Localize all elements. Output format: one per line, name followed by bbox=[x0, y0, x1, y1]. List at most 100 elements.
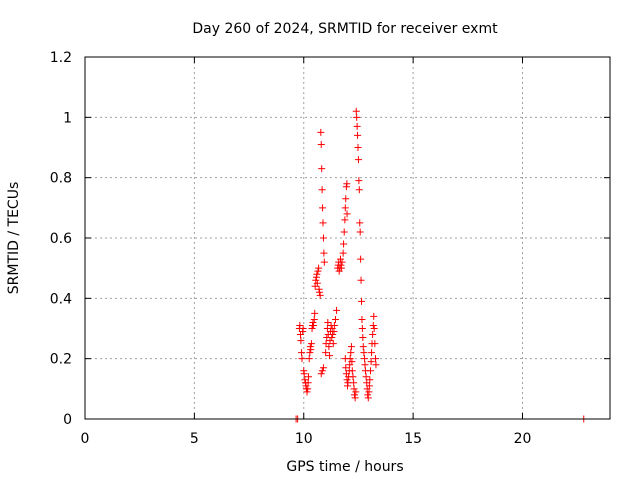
data-point bbox=[340, 240, 348, 248]
data-point bbox=[348, 358, 356, 366]
data-point bbox=[317, 370, 325, 378]
data-point bbox=[347, 343, 355, 351]
data-point bbox=[317, 128, 325, 136]
data-point bbox=[303, 388, 311, 396]
data-point bbox=[312, 276, 320, 284]
data-point bbox=[317, 140, 325, 148]
data-point bbox=[369, 331, 377, 339]
data-point bbox=[329, 331, 337, 339]
data-point bbox=[351, 394, 359, 402]
data-point bbox=[350, 379, 358, 387]
data-point bbox=[364, 391, 372, 399]
x-tick-label: 5 bbox=[190, 431, 199, 447]
data-point bbox=[367, 358, 375, 366]
data-points bbox=[292, 107, 588, 423]
data-point bbox=[350, 385, 358, 393]
data-point bbox=[314, 267, 322, 275]
data-point bbox=[370, 312, 378, 320]
data-point bbox=[320, 258, 328, 266]
axis-ticks: 0 5 10 15 20 0 0.2 0.4 0.6 0.8 1 1.2 bbox=[50, 50, 610, 447]
data-point bbox=[328, 334, 336, 342]
data-point bbox=[365, 382, 373, 390]
y-tick-label: 1 bbox=[63, 110, 72, 126]
data-point bbox=[310, 315, 318, 323]
data-point bbox=[318, 367, 326, 375]
data-point bbox=[342, 364, 350, 372]
data-point bbox=[364, 394, 372, 402]
data-point bbox=[313, 270, 321, 278]
data-point bbox=[326, 337, 334, 345]
data-point bbox=[304, 385, 312, 393]
data-point bbox=[319, 204, 327, 212]
data-point bbox=[306, 349, 314, 357]
x-tick-label: 15 bbox=[404, 431, 422, 447]
data-point bbox=[361, 361, 369, 369]
y-tick-label: 0.6 bbox=[50, 231, 72, 247]
y-tick-label: 0.2 bbox=[50, 352, 72, 368]
data-point bbox=[307, 346, 315, 354]
data-point bbox=[353, 113, 361, 121]
data-point bbox=[347, 349, 355, 357]
data-point bbox=[359, 334, 367, 342]
data-point bbox=[318, 165, 326, 173]
data-point bbox=[309, 318, 317, 326]
data-point bbox=[359, 343, 367, 351]
data-point bbox=[346, 355, 354, 363]
data-point bbox=[339, 249, 347, 257]
data-point bbox=[351, 391, 358, 399]
data-point bbox=[342, 195, 350, 203]
data-point bbox=[341, 204, 349, 212]
data-point bbox=[343, 210, 351, 218]
data-point bbox=[313, 279, 321, 287]
data-point bbox=[296, 321, 304, 329]
x-tick-label: 0 bbox=[81, 431, 90, 447]
y-tick-label: 0.4 bbox=[50, 291, 72, 307]
y-tick-label: 0.8 bbox=[50, 171, 72, 187]
data-point bbox=[319, 219, 327, 227]
chart-title: Day 260 of 2024, SRMTID for receiver exm… bbox=[192, 21, 498, 37]
data-point bbox=[329, 340, 337, 348]
data-point bbox=[322, 349, 330, 357]
x-axis-label: GPS time / hours bbox=[286, 459, 403, 475]
data-point bbox=[366, 367, 374, 375]
data-point bbox=[330, 328, 338, 336]
data-point bbox=[338, 258, 346, 266]
data-point bbox=[316, 291, 324, 299]
data-point bbox=[326, 352, 334, 360]
data-point bbox=[357, 276, 365, 284]
x-tick-label: 20 bbox=[514, 431, 532, 447]
data-point bbox=[371, 340, 379, 348]
data-point bbox=[354, 156, 362, 164]
data-point bbox=[319, 364, 327, 372]
data-point bbox=[324, 318, 332, 326]
data-point bbox=[318, 186, 326, 194]
y-axis-label: SRMTID / TECUs bbox=[6, 182, 22, 295]
data-point bbox=[297, 337, 305, 345]
data-point bbox=[319, 234, 327, 242]
data-point bbox=[352, 107, 360, 115]
data-point bbox=[305, 373, 313, 381]
data-point bbox=[348, 367, 356, 375]
data-point bbox=[358, 315, 366, 323]
data-point bbox=[369, 321, 377, 329]
data-point bbox=[370, 325, 378, 332]
data-point bbox=[340, 228, 348, 236]
data-point bbox=[356, 228, 364, 236]
data-point bbox=[355, 186, 363, 194]
data-point bbox=[362, 373, 370, 381]
data-point bbox=[325, 343, 333, 351]
data-point bbox=[343, 376, 351, 384]
data-point bbox=[320, 249, 328, 257]
data-point bbox=[372, 355, 379, 363]
data-point bbox=[337, 255, 344, 263]
data-point bbox=[358, 325, 366, 332]
data-point bbox=[354, 144, 362, 151]
data-point bbox=[316, 288, 323, 296]
data-point bbox=[298, 355, 306, 363]
data-point bbox=[365, 388, 373, 396]
data-point bbox=[301, 376, 309, 384]
data-point bbox=[330, 321, 338, 329]
data-point bbox=[300, 370, 308, 378]
data-point bbox=[353, 122, 361, 130]
x-tick-label: 10 bbox=[295, 431, 313, 447]
